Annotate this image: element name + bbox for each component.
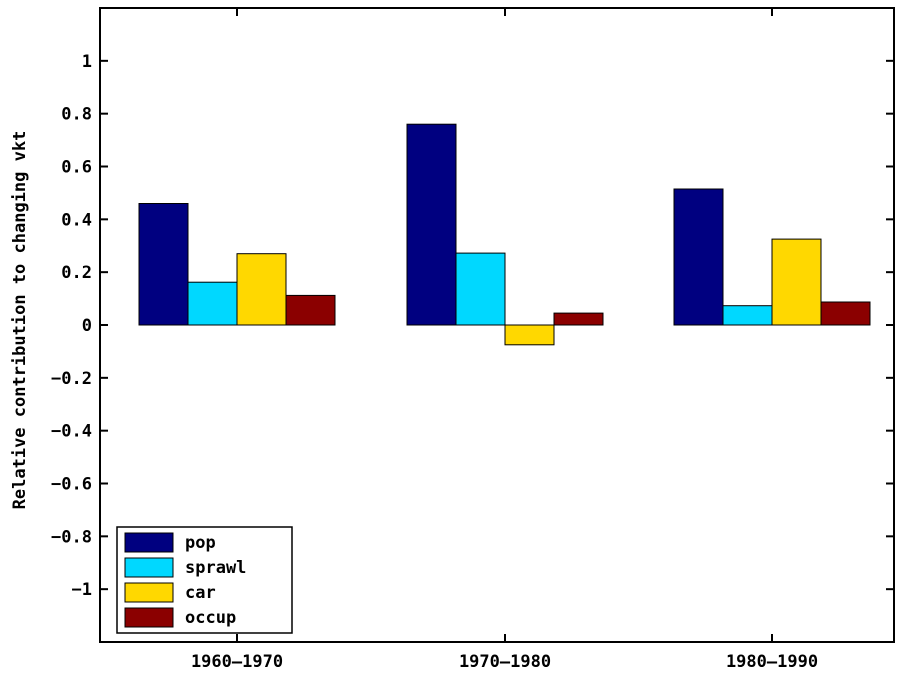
legend-label-sprawl: sprawl (185, 558, 246, 578)
y-tick-label: 0.6 (61, 158, 92, 178)
y-axis-label: Relative contribution to changing vkt (10, 131, 30, 510)
legend-swatch-occup (124, 607, 174, 628)
bar-pop-1 (138, 203, 189, 326)
bar-pop-2 (406, 123, 457, 326)
bar-sprawl-2 (455, 252, 506, 326)
legend-label-car: car (185, 583, 216, 603)
bar-sprawl-1 (187, 281, 238, 326)
legend-label-occup: occup (185, 608, 236, 628)
legend-swatch-pop (124, 532, 174, 553)
y-tick-label: −0.8 (51, 527, 92, 547)
x-tick-label: 1960–1970 (191, 652, 283, 672)
y-tick-label: −0.6 (51, 475, 92, 495)
bar-car-2 (504, 324, 555, 346)
bar-sprawl-3 (722, 305, 773, 326)
legend-swatch-car (124, 582, 174, 603)
bar-occup-2 (553, 312, 604, 326)
bar-occup-1 (285, 294, 336, 326)
legend: pop sprawl car occup (116, 526, 293, 634)
y-tick-label: −0.4 (51, 422, 92, 442)
bar-car-1 (236, 253, 287, 326)
y-tick-label: −1 (72, 580, 92, 600)
y-ticks-group: −1 −0.8 −0.6 −0.4 −0.2 0 0.2 0.4 0.6 0.8 1 (51, 52, 894, 600)
x-tick-label: 1980–1990 (726, 652, 818, 672)
legend-label-pop: pop (185, 533, 216, 553)
x-tick-label: 1970–1980 (459, 652, 551, 672)
y-tick-label: −0.2 (51, 369, 92, 389)
y-tick-label: 0.4 (61, 210, 92, 230)
y-tick-label: 0.8 (61, 105, 92, 125)
legend-swatch-sprawl (124, 557, 174, 578)
y-tick-label: 0 (82, 316, 92, 336)
y-tick-label: 0.2 (61, 263, 92, 283)
x-ticks-group: 1960–1970 1970–1980 1980–1990 (191, 8, 818, 672)
bar-occup-3 (820, 301, 871, 326)
y-tick-label: 1 (82, 52, 92, 72)
bar-car-3 (771, 238, 822, 326)
bars-group (138, 123, 871, 346)
bar-pop-3 (673, 188, 724, 326)
